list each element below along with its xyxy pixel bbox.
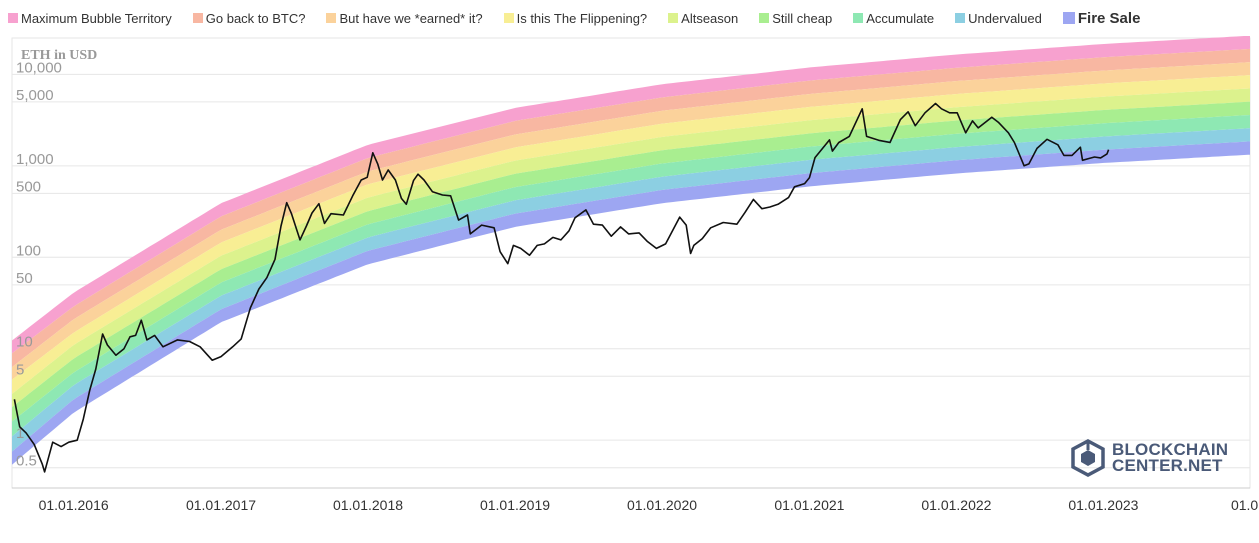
y-tick-label: 1,000 [16,151,54,168]
y-tick-label: 100 [16,242,41,259]
legend-item[interactable]: Maximum Bubble Territory [8,11,172,26]
x-tick-label: 01.0... [1231,497,1259,513]
legend-swatch [503,13,514,23]
blockchain-cube-logo-icon [1071,439,1105,477]
rainbow-chart: 0.5 1 5 10 50 100 500 1,000 5,000 10,000 ETH in U… [11,36,1259,513]
rainbow-band [12,128,1250,452]
y-tick-label: 5,000 [16,87,54,104]
legend-label: Fire Sale [1077,9,1141,27]
x-axis-ticks: 01.01.2016 01.01.2017 01.01.2018 01.01.2019… [39,497,1259,513]
legend-item[interactable]: But have we *earned* it? [326,10,483,26]
y-tick-label: 50 [16,270,33,287]
price-series [13,102,1110,473]
legend-label: But have we *earned* it? [339,10,483,26]
watermark-line2: CENTER.NET [1112,456,1223,475]
legend-swatch [955,13,966,23]
legend-swatch [192,13,203,23]
legend-item[interactable]: Is this The Flippening? [503,10,648,26]
legend-item[interactable]: Undervalued [955,11,1042,26]
x-tick-label: 01.01.2018 [333,497,403,513]
x-tick-label: 01.01.2020 [627,497,697,513]
legend-label: Still cheap [772,10,833,26]
x-tick-label: 01.01.2016 [39,497,109,513]
rainbow-bands [12,36,1250,465]
watermark-line1: BLOCKCHAIN [1112,440,1229,459]
legend-swatch [853,13,864,23]
rainbow-band [12,101,1250,422]
legend-swatch [326,13,337,23]
y-axis-label: ETH in USD [21,48,97,63]
legend-swatch [8,13,18,23]
rainbow-band [12,48,1250,368]
legend-label: Undervalued [968,10,1042,26]
y-tick-label: 10 [16,334,33,351]
rainbow-band [12,141,1250,465]
eth-price-line [13,102,1110,473]
legend-label: Altseason [681,10,739,26]
x-tick-label: 01.01.2019 [480,497,550,513]
watermark-text: BLOCKCHAIN CENTER.NET [1112,440,1229,475]
y-tick-label: 5 [16,361,24,378]
legend-item[interactable]: Still cheap [759,11,832,26]
rainbow-band [12,115,1250,437]
x-tick-label: 01.01.2022 [921,497,991,513]
rainbow-band [12,88,1250,408]
rainbow-band [12,62,1250,380]
legend-swatch [1062,12,1075,24]
y-tick-label: 1 [16,425,24,442]
legend-label: Is this The Flippening? [516,10,648,26]
x-tick-label: 01.01.2021 [774,497,844,513]
legend: Maximum Bubble Territory Go back to BTC? B… [8,0,1258,36]
y-axis-ticks: 0.5 1 5 10 50 100 500 1,000 5,000 10,000 [16,59,62,469]
legend-label: Maximum Bubble Territory [21,10,172,26]
watermark: BLOCKCHAIN CENTER.NET [1070,436,1250,480]
legend-label: Accumulate [866,10,935,26]
legend-item[interactable]: Altseason [668,11,738,26]
x-tick-label: 01.01.2023 [1068,497,1138,513]
legend-swatch [668,13,679,23]
legend-label: Go back to BTC? [205,10,306,26]
rainbow-band [12,36,1250,354]
y-tick-label: 500 [16,178,41,195]
legend-item[interactable]: Fire Sale [1062,9,1141,27]
y-tick-label: 0.5 [16,453,37,470]
y-tick-label: 10,000 [16,59,62,76]
rainbow-band [12,75,1250,394]
legend-item[interactable]: Accumulate [853,11,934,26]
legend-swatch [759,13,770,23]
x-tick-label: 01.01.2017 [186,497,256,513]
legend-item[interactable]: Go back to BTC? [192,10,306,26]
